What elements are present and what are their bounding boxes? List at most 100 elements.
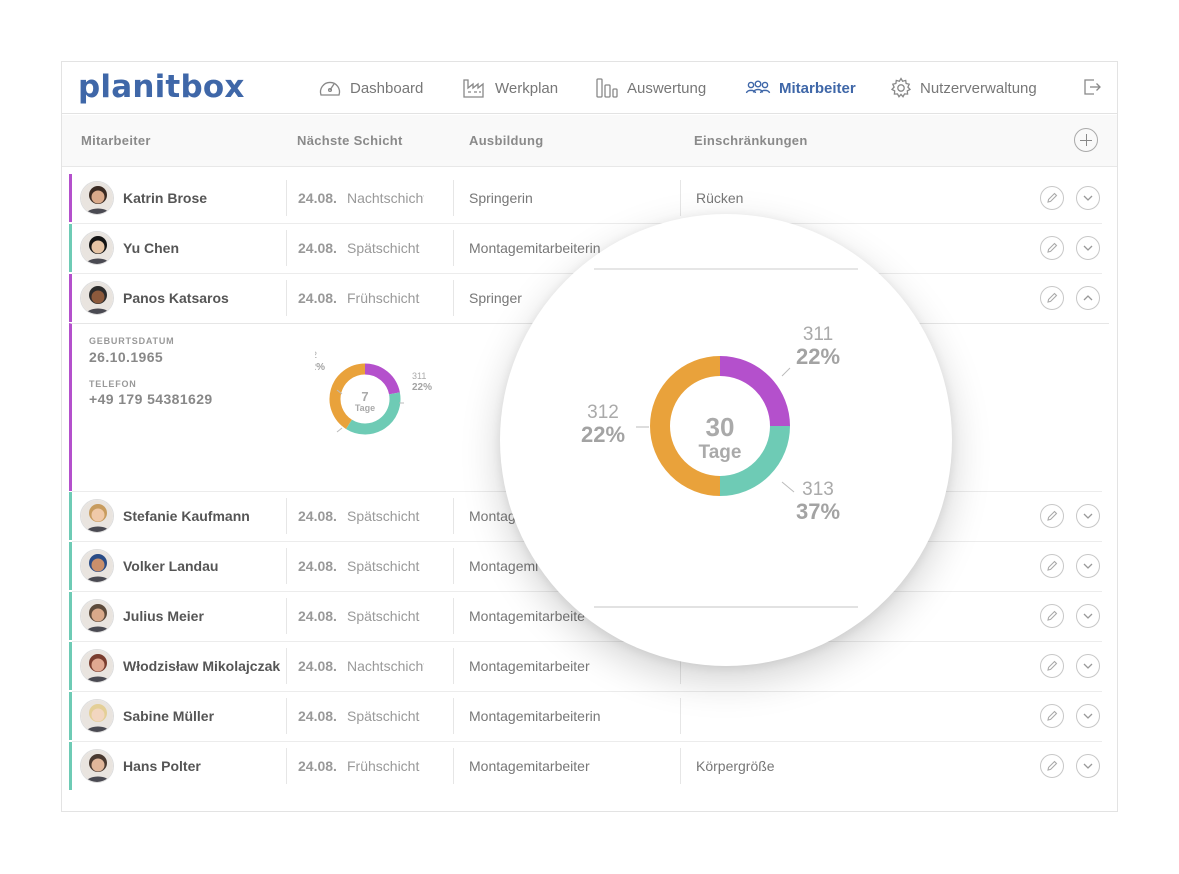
training: Montagemi	[469, 558, 539, 574]
edit-button[interactable]	[1040, 286, 1064, 310]
nav-mitarbeiter[interactable]: Mitarbeiter	[745, 76, 856, 100]
avatar	[80, 281, 114, 315]
employee-name[interactable]: Yu Chen	[123, 240, 180, 256]
expand-button[interactable]	[1076, 554, 1100, 578]
segment-label: 312	[315, 350, 317, 360]
expand-button[interactable]	[1076, 704, 1100, 728]
table-row[interactable]: Sabine Müller 24.08. Spätschicht Montagemit…	[69, 692, 1109, 740]
column-restrictions[interactable]: Einschränkungen	[694, 133, 808, 148]
nav-dashboard-label: Dashboard	[350, 79, 424, 97]
shift-date: 24.08.	[298, 190, 337, 206]
pencil-icon	[1047, 710, 1058, 721]
divider	[286, 698, 287, 734]
training: Montagemitarbeiterin	[469, 240, 601, 256]
shift-date: 24.08.	[298, 558, 337, 574]
divider	[286, 548, 287, 584]
edit-button[interactable]	[1040, 236, 1064, 260]
shift-name: Spätschicht	[347, 558, 420, 574]
divider	[286, 498, 287, 534]
divider	[286, 280, 287, 316]
shift-name: Frühschicht	[347, 758, 420, 774]
column-next-shift[interactable]: Nächste Schicht	[297, 133, 403, 148]
employee-name[interactable]: Panos Katsaros	[123, 290, 229, 306]
column-training[interactable]: Ausbildung	[469, 133, 544, 148]
column-employee[interactable]: Mitarbeiter	[81, 133, 151, 148]
divider	[286, 180, 287, 216]
divider	[453, 180, 454, 216]
shift-date: 24.08.	[298, 508, 337, 524]
divider	[286, 598, 287, 634]
nav-dashboard[interactable]: Dashboard	[318, 76, 423, 100]
avatar	[80, 181, 114, 215]
nav-nutzerverwaltung[interactable]: Nutzerverwaltung	[890, 76, 1037, 100]
segment-percent: 22%	[581, 422, 625, 447]
employee-name[interactable]: Sabine Müller	[123, 708, 215, 724]
edit-button[interactable]	[1040, 654, 1064, 678]
segment-percent: 22%	[796, 344, 840, 369]
shift-name: Nachtschicht	[347, 190, 424, 206]
birthdate-label: GEBURTSDATUM	[89, 336, 175, 346]
donut-center-unit: Tage	[355, 403, 375, 413]
donut-center-unit: Tage	[699, 442, 742, 463]
divider	[286, 648, 287, 684]
table-row[interactable]: Hans Polter 24.08. Frühschicht Montagemitar…	[69, 742, 1109, 790]
expand-button[interactable]	[1076, 654, 1100, 678]
expand-button[interactable]	[1076, 186, 1100, 210]
edit-button[interactable]	[1040, 554, 1064, 578]
expand-button[interactable]	[1076, 504, 1100, 528]
restriction: Körpergröße	[696, 758, 775, 774]
donut-center-value: 30	[706, 412, 735, 442]
shift-name: Spätschicht	[347, 708, 420, 724]
label-leader-line	[336, 427, 343, 433]
phone-label: TELEFON	[89, 379, 137, 389]
expand-button[interactable]	[1076, 236, 1100, 260]
training: Springer	[469, 290, 522, 306]
row-divider	[72, 223, 1102, 224]
nav-auswertung[interactable]: Auswertung	[595, 76, 706, 100]
avatar	[80, 649, 114, 683]
edit-button[interactable]	[1040, 504, 1064, 528]
shift-date: 24.08.	[298, 608, 337, 624]
chevron-down-icon	[1083, 513, 1093, 519]
employee-name[interactable]: Katrin Brose	[123, 190, 208, 206]
chevron-down-icon	[1083, 713, 1093, 719]
divider	[680, 748, 681, 784]
shift-date: 24.08.	[298, 758, 337, 774]
pencil-icon	[1047, 660, 1058, 671]
avatar	[80, 549, 114, 583]
nav-auswertung-label: Auswertung	[627, 79, 707, 97]
training: Montagemitarbeite	[469, 608, 585, 624]
nav-werkplan[interactable]: Werkplan	[462, 76, 558, 100]
expand-button[interactable]	[1076, 754, 1100, 778]
expand-button[interactable]	[1076, 604, 1100, 628]
employee-name[interactable]: Włodzisław Mikolajczak	[123, 658, 281, 674]
employee-name[interactable]: Volker Landau	[123, 558, 219, 574]
table-row[interactable]: Włodzisław Mikolajczak 24.08. Nachtschicht…	[69, 642, 1109, 690]
employee-name[interactable]: Stefanie Kaufmann	[123, 508, 250, 524]
employee-name[interactable]: Julius Meier	[123, 608, 204, 624]
logout-icon	[1084, 79, 1101, 95]
employee-name[interactable]: Hans Polter	[123, 758, 201, 774]
add-employee-button[interactable]	[1074, 128, 1098, 152]
logout-button[interactable]	[1082, 77, 1102, 102]
pencil-icon	[1047, 292, 1058, 303]
shift-name: Spätschicht	[347, 608, 420, 624]
edit-button[interactable]	[1040, 604, 1064, 628]
edit-button[interactable]	[1040, 704, 1064, 728]
divider	[286, 748, 287, 784]
shift-name: Spätschicht	[347, 508, 420, 524]
nav-nutzerverwaltung-label: Nutzerverwaltung	[920, 79, 1037, 97]
expand-button[interactable]	[1076, 286, 1100, 310]
chevron-down-icon	[1083, 245, 1093, 251]
training: Montag	[469, 508, 516, 524]
label-leader-line	[781, 367, 791, 377]
edit-button[interactable]	[1040, 186, 1064, 210]
divider	[286, 230, 287, 266]
avatar	[80, 599, 114, 633]
segment-label: 312	[587, 402, 619, 423]
table-row[interactable]: Katrin Brose 24.08. Nachtschicht Springerin…	[69, 174, 1109, 222]
edit-button[interactable]	[1040, 754, 1064, 778]
shift-name: Nachtschicht	[347, 658, 424, 674]
divider	[680, 180, 681, 216]
